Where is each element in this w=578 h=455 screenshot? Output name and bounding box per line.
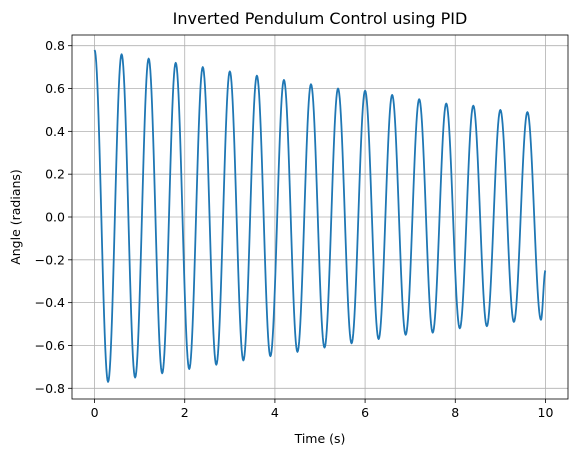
y-tick-label: 0.0: [45, 210, 65, 225]
x-axis-ticks: 0 2 4 6 8 10: [91, 399, 554, 420]
x-tick-label: 6: [361, 405, 369, 420]
y-tick-label: −0.8: [35, 381, 65, 396]
y-axis-ticks: −0.8 −0.6 −0.4 −0.2 0.0 0.2 0.4 0.6 0.8: [35, 38, 72, 396]
x-tick-label: 8: [451, 405, 459, 420]
x-tick-label: 0: [91, 405, 99, 420]
x-tick-label: 10: [538, 405, 554, 420]
x-tick-label: 4: [271, 405, 279, 420]
plot-frame: [71, 34, 569, 400]
y-axis-label: Angle (radians): [8, 169, 23, 265]
x-axis-label: Time (s): [294, 431, 346, 446]
series-line: [93, 49, 547, 383]
y-tick-label: 0.2: [45, 167, 65, 182]
y-tick-label: −0.4: [35, 295, 65, 310]
y-tick-label: 0.4: [45, 124, 65, 139]
y-tick-label: 0.6: [45, 81, 65, 96]
y-tick-label: 0.8: [45, 38, 65, 53]
x-tick-label: 2: [181, 405, 189, 420]
chart-title: Inverted Pendulum Control using PID: [173, 9, 468, 28]
y-tick-label: −0.6: [35, 338, 65, 353]
y-tick-label: −0.2: [35, 252, 65, 267]
